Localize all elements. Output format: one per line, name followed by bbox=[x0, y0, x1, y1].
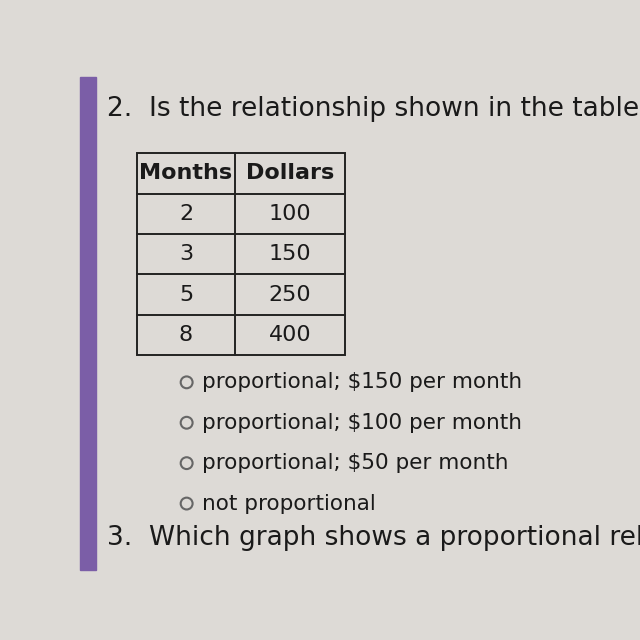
Text: 8: 8 bbox=[179, 325, 193, 345]
Text: 150: 150 bbox=[269, 244, 312, 264]
Text: 250: 250 bbox=[269, 285, 312, 305]
Text: 2: 2 bbox=[179, 204, 193, 224]
Text: proportional; $50 per month: proportional; $50 per month bbox=[202, 453, 508, 473]
Text: proportional; $100 per month: proportional; $100 per month bbox=[202, 413, 522, 433]
Text: 3: 3 bbox=[179, 244, 193, 264]
Text: 2.  Is the relationship shown in the table pro: 2. Is the relationship shown in the tabl… bbox=[108, 95, 640, 122]
Text: Months: Months bbox=[140, 163, 232, 184]
Text: 400: 400 bbox=[269, 325, 312, 345]
Bar bbox=[137, 153, 346, 355]
Bar bbox=[80, 77, 96, 570]
Text: 100: 100 bbox=[269, 204, 312, 224]
Text: proportional; $150 per month: proportional; $150 per month bbox=[202, 372, 522, 392]
Text: not proportional: not proportional bbox=[202, 493, 375, 513]
Text: 5: 5 bbox=[179, 285, 193, 305]
Text: 3.  Which graph shows a proportional relat: 3. Which graph shows a proportional rela… bbox=[108, 525, 640, 551]
Text: Dollars: Dollars bbox=[246, 163, 334, 184]
